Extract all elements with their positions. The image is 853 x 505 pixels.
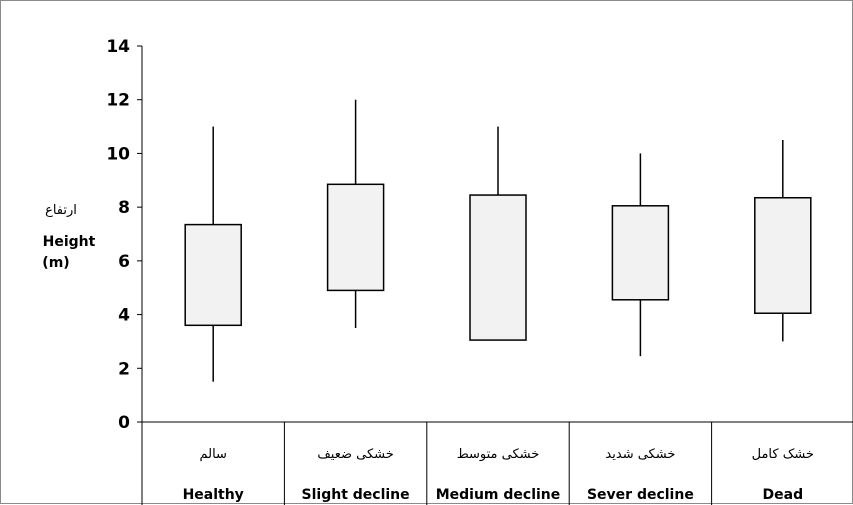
y-tick-label: 8 bbox=[118, 198, 130, 218]
y-axis-title: ارتفاع Height (m) bbox=[42, 203, 95, 271]
x-categories: سالم Healthy خشکی ضعیف Slight decline خشکی م… bbox=[183, 447, 814, 503]
category-label-en: Sever decline bbox=[587, 487, 694, 503]
y-tick-label: 2 bbox=[118, 359, 130, 379]
category-label-fa: خشک کامل bbox=[752, 447, 814, 462]
box-rect bbox=[326, 183, 385, 292]
category-label-en: Medium decline bbox=[436, 487, 561, 503]
box-5 bbox=[754, 140, 812, 342]
category-label-en: Healthy bbox=[183, 487, 244, 503]
y-axis-title-en: Height bbox=[43, 234, 96, 250]
box-1 bbox=[184, 126, 242, 382]
y-tick-label: 14 bbox=[106, 37, 130, 57]
box-rect bbox=[611, 205, 670, 301]
box-rect bbox=[184, 223, 242, 327]
category-label-fa: خشکی متوسط bbox=[457, 447, 540, 462]
axes bbox=[141, 46, 853, 505]
y-axis-title-unit: (m) bbox=[42, 255, 69, 271]
y-tick-label: 12 bbox=[106, 91, 130, 111]
y-axis-title-fa: ارتفاع bbox=[45, 203, 77, 218]
category-label-fa: خشکی شدید bbox=[605, 447, 675, 462]
box-rect bbox=[754, 196, 812, 314]
category-label-fa: خشکی ضعیف bbox=[317, 447, 393, 462]
category-label-fa: سالم bbox=[199, 447, 226, 462]
category-label-en: Dead bbox=[763, 487, 804, 503]
y-tick-label: 6 bbox=[118, 252, 130, 272]
box-2 bbox=[326, 99, 385, 328]
y-ticks: 0 2 4 6 8 10 12 14 bbox=[106, 37, 142, 433]
box-3 bbox=[469, 126, 527, 341]
box-4 bbox=[611, 153, 670, 357]
box-rect bbox=[469, 194, 527, 341]
y-tick-label: 0 bbox=[118, 413, 130, 433]
y-tick-label: 4 bbox=[118, 306, 130, 326]
boxes bbox=[184, 99, 812, 382]
y-tick-label: 10 bbox=[106, 144, 130, 164]
category-label-en: Slight decline bbox=[302, 487, 410, 503]
